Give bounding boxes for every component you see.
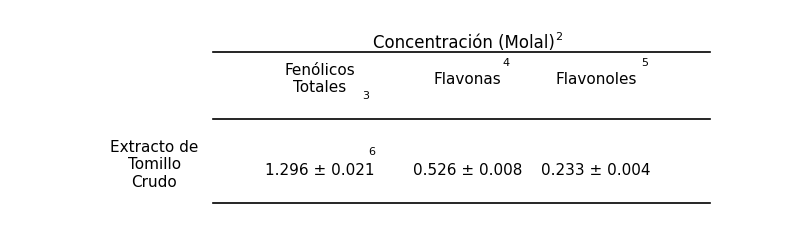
Text: 5: 5	[641, 58, 648, 68]
Text: 1.296 ± 0.021: 1.296 ± 0.021	[265, 163, 375, 177]
Text: Flavonoles: Flavonoles	[555, 72, 637, 87]
Text: Extracto de
Tomillo
Crudo: Extracto de Tomillo Crudo	[110, 140, 199, 190]
Text: Flavonas: Flavonas	[433, 72, 501, 87]
Text: 0.233 ± 0.004: 0.233 ± 0.004	[542, 163, 651, 177]
Text: 2: 2	[555, 32, 562, 42]
Text: 0.526 ± 0.008: 0.526 ± 0.008	[413, 163, 522, 177]
Text: 6: 6	[367, 147, 375, 157]
Text: 3: 3	[362, 91, 369, 101]
Text: Fenólicos
Totales: Fenólicos Totales	[284, 63, 356, 95]
Text: Concentración (Molal): Concentración (Molal)	[373, 34, 555, 52]
Text: 4: 4	[503, 58, 510, 68]
